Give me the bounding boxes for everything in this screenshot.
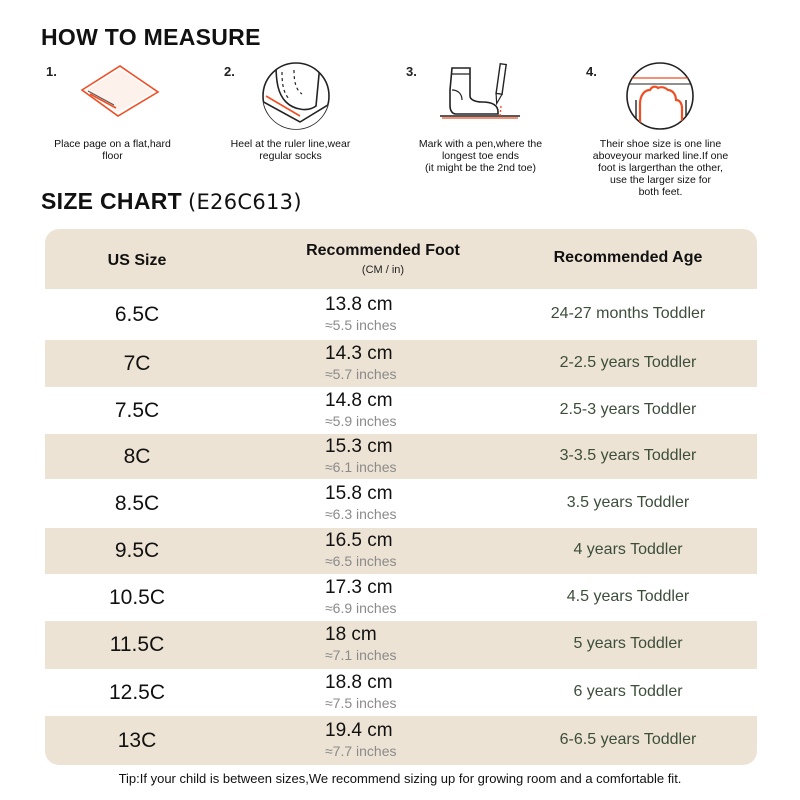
cell-recommended-age: 3.5 years Toddler: [566, 493, 690, 511]
header-recommended-foot: Recommended Foot: [306, 242, 460, 259]
cell-recommended-age: 24-27 months Toddler: [550, 304, 706, 322]
cell-foot-inches: ≈6.9 inches: [325, 599, 397, 616]
cell-foot-cm: 18.8 cm: [325, 671, 393, 693]
cell-foot-inches: ≈5.9 inches: [325, 412, 397, 429]
table-row: 7C 14.3 cm ≈5.7 inches 2-2.5 years Toddler: [45, 340, 757, 387]
header-recommended-age: Recommended Age: [553, 249, 703, 266]
cell-foot-cm: 13.8 cm: [325, 293, 393, 315]
table-header-row: US Size Recommended Foot (CM / in) Recom…: [45, 229, 757, 289]
how-to-measure-title: HOW TO MEASURE: [41, 24, 261, 50]
cell-recommended-age: 4 years Toddler: [573, 541, 683, 558]
table-row: 9.5C 16.5 cm ≈6.5 inches 4 years Toddler: [45, 528, 757, 574]
size-chart-title-text: SIZE CHART: [41, 188, 182, 214]
cell-recommended-age: 3-3.5 years Toddler: [559, 446, 697, 464]
cell-recommended-age: 4.5 years Toddler: [566, 587, 690, 605]
paper-icon: [80, 65, 160, 117]
table-row: 10.5C 17.3 cm ≈6.9 inches 4.5 years Toddler: [45, 574, 757, 621]
cell-foot-cm: 19.4 cm: [325, 719, 393, 741]
step-number: 3.: [406, 64, 417, 79]
cell-us-size: 8C: [123, 444, 151, 468]
cell-us-size: 6.5C: [114, 302, 160, 326]
cell-foot-cm: 14.3 cm: [325, 342, 393, 364]
cell-foot-cm: 16.5 cm: [325, 530, 393, 551]
cell-foot-inches: ≈6.3 inches: [325, 505, 397, 522]
step-caption: Mark with a pen,where the longest toe en…: [418, 138, 543, 174]
cell-foot-inches: ≈5.7 inches: [325, 365, 397, 382]
heel-on-paper-icon: [262, 62, 330, 130]
cell-foot-cm: 17.3 cm: [325, 576, 393, 598]
cell-us-size: 13C: [117, 728, 157, 752]
cell-recommended-age: 2-2.5 years Toddler: [559, 353, 697, 371]
cell-us-size: 7C: [123, 351, 151, 375]
cell-foot-cm: 15.8 cm: [325, 482, 393, 504]
cell-us-size: 11.5C: [109, 633, 165, 656]
cell-us-size: 9.5C: [114, 539, 160, 562]
header-foot-units: (CM / in): [361, 264, 405, 276]
cell-foot-inches: ≈7.7 inches: [325, 742, 397, 759]
cell-foot-inches: ≈5.5 inches: [325, 316, 397, 333]
step-caption: Their shoe size is one line aboveyour ma…: [592, 138, 729, 198]
sizing-tip: Tip:If your child is between sizes,We re…: [118, 771, 682, 786]
step-number: 2.: [224, 64, 235, 79]
cell-us-size: 12.5C: [108, 680, 166, 704]
size-chart-table: US Size Recommended Foot (CM / in) Recom…: [45, 229, 757, 765]
cell-foot-inches: ≈6.1 inches: [325, 458, 397, 475]
table-row: 13C 19.4 cm ≈7.7 inches 6-6.5 years Toddler: [45, 716, 757, 765]
cell-foot-inches: ≈7.1 inches: [325, 647, 397, 663]
cell-foot-inches: ≈7.5 inches: [325, 694, 397, 711]
step-number: 4.: [586, 64, 597, 79]
table-row: 8C 15.3 cm ≈6.1 inches 3-3.5 years Toddler: [45, 434, 757, 479]
cell-recommended-age: 6-6.5 years Toddler: [559, 730, 697, 748]
table-row: 6.5C 13.8 cm ≈5.5 inches 24-27 months Toddl…: [45, 289, 757, 340]
size-chart-model: (E26C613): [188, 190, 302, 214]
cell-recommended-age: 2.5-3 years Toddler: [559, 400, 697, 418]
step-caption: Heel at the ruler line,wear regular sock…: [230, 138, 351, 162]
sock-and-pen-icon: [440, 62, 520, 119]
cell-foot-cm: 15.3 cm: [325, 435, 393, 457]
cell-us-size: 10.5C: [108, 585, 166, 609]
cell-recommended-age: 5 years Toddler: [573, 635, 683, 652]
toe-outline-icon: [626, 62, 694, 130]
table-row: 12.5C 18.8 cm ≈7.5 inches 6 years Toddler: [45, 669, 757, 716]
cell-foot-cm: 18 cm: [325, 624, 377, 645]
table-row: 8.5C 15.8 cm ≈6.3 inches 3.5 years Toddler: [45, 479, 757, 528]
cell-us-size: 8.5C: [114, 491, 160, 515]
cell-foot-inches: ≈6.5 inches: [325, 553, 397, 569]
step-number: 1.: [46, 64, 57, 79]
size-chart-title: SIZE CHART (E26C613): [41, 188, 302, 215]
table-row: 11.5C 18 cm ≈7.1 inches 5 years Toddler: [45, 621, 757, 669]
cell-us-size: 7.5C: [114, 398, 160, 422]
step-caption: Place page on a flat,hard floor: [54, 138, 171, 162]
header-us-size: US Size: [107, 252, 167, 269]
table-row: 7.5C 14.8 cm ≈5.9 inches 2.5-3 years Toddle…: [45, 387, 757, 434]
cell-recommended-age: 6 years Toddler: [573, 682, 683, 700]
cell-foot-cm: 14.8 cm: [325, 389, 393, 411]
